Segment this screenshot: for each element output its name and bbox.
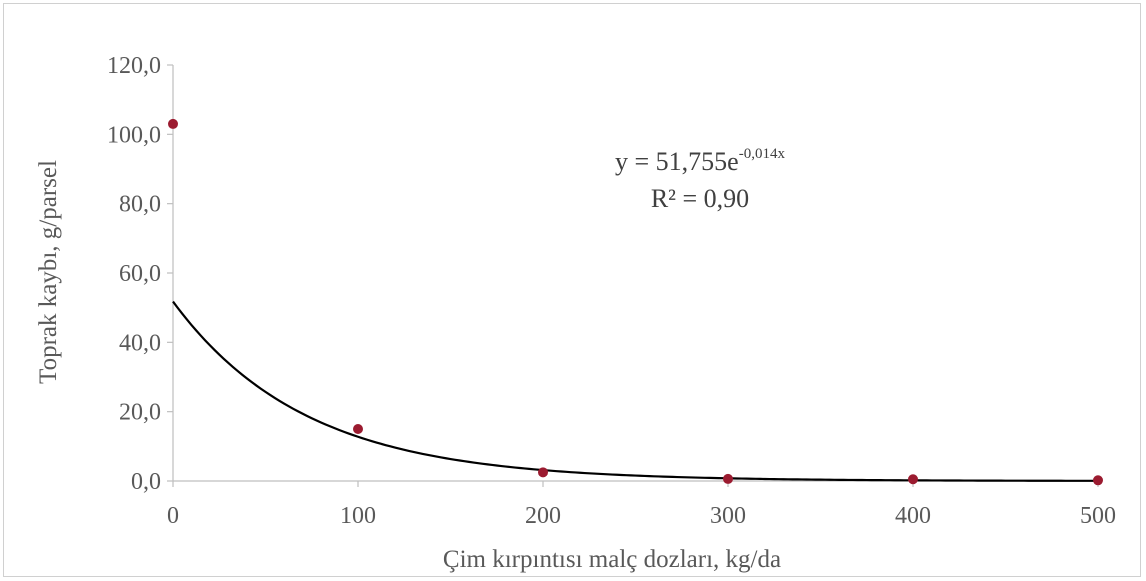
y-tick-label: 80,0 [119, 192, 161, 218]
x-tick-label: 200 [525, 503, 561, 529]
x-axis-ticks: 0 100 200 300 400 500 [167, 481, 1116, 529]
data-point [1093, 475, 1103, 486]
data-point [353, 424, 363, 434]
data-point [908, 474, 918, 485]
data-points [168, 118, 1103, 486]
trendline-curve [172, 300, 1099, 482]
data-point [538, 467, 548, 478]
y-tick-label: 20,0 [119, 400, 161, 426]
x-tick-label: 0 [167, 503, 179, 529]
data-point [723, 473, 733, 484]
y-tick-label: 100,0 [107, 122, 161, 148]
y-axis-title: Toprak kaybı, g/parsel [35, 160, 62, 384]
x-axis-title: Çim kırpıntısı malç dozları, kg/da [443, 546, 781, 573]
y-tick-label: 40,0 [119, 330, 161, 356]
x-tick-label: 300 [710, 503, 746, 529]
x-tick-label: 500 [1080, 503, 1116, 529]
r-squared-label: R² = 0,90 [651, 184, 749, 213]
y-tick-label: 120,0 [107, 53, 161, 79]
y-axis-ticks: 0,0 20,0 40,0 60,0 80,0 100,0 120,0 [107, 53, 173, 495]
x-tick-label: 100 [340, 503, 376, 529]
data-point [168, 118, 178, 129]
y-tick-label: 60,0 [119, 261, 161, 287]
x-tick-label: 400 [895, 503, 931, 529]
y-tick-label: 0,0 [131, 469, 161, 495]
trendline-equation: y = 51,755e-0,014x [615, 146, 785, 176]
